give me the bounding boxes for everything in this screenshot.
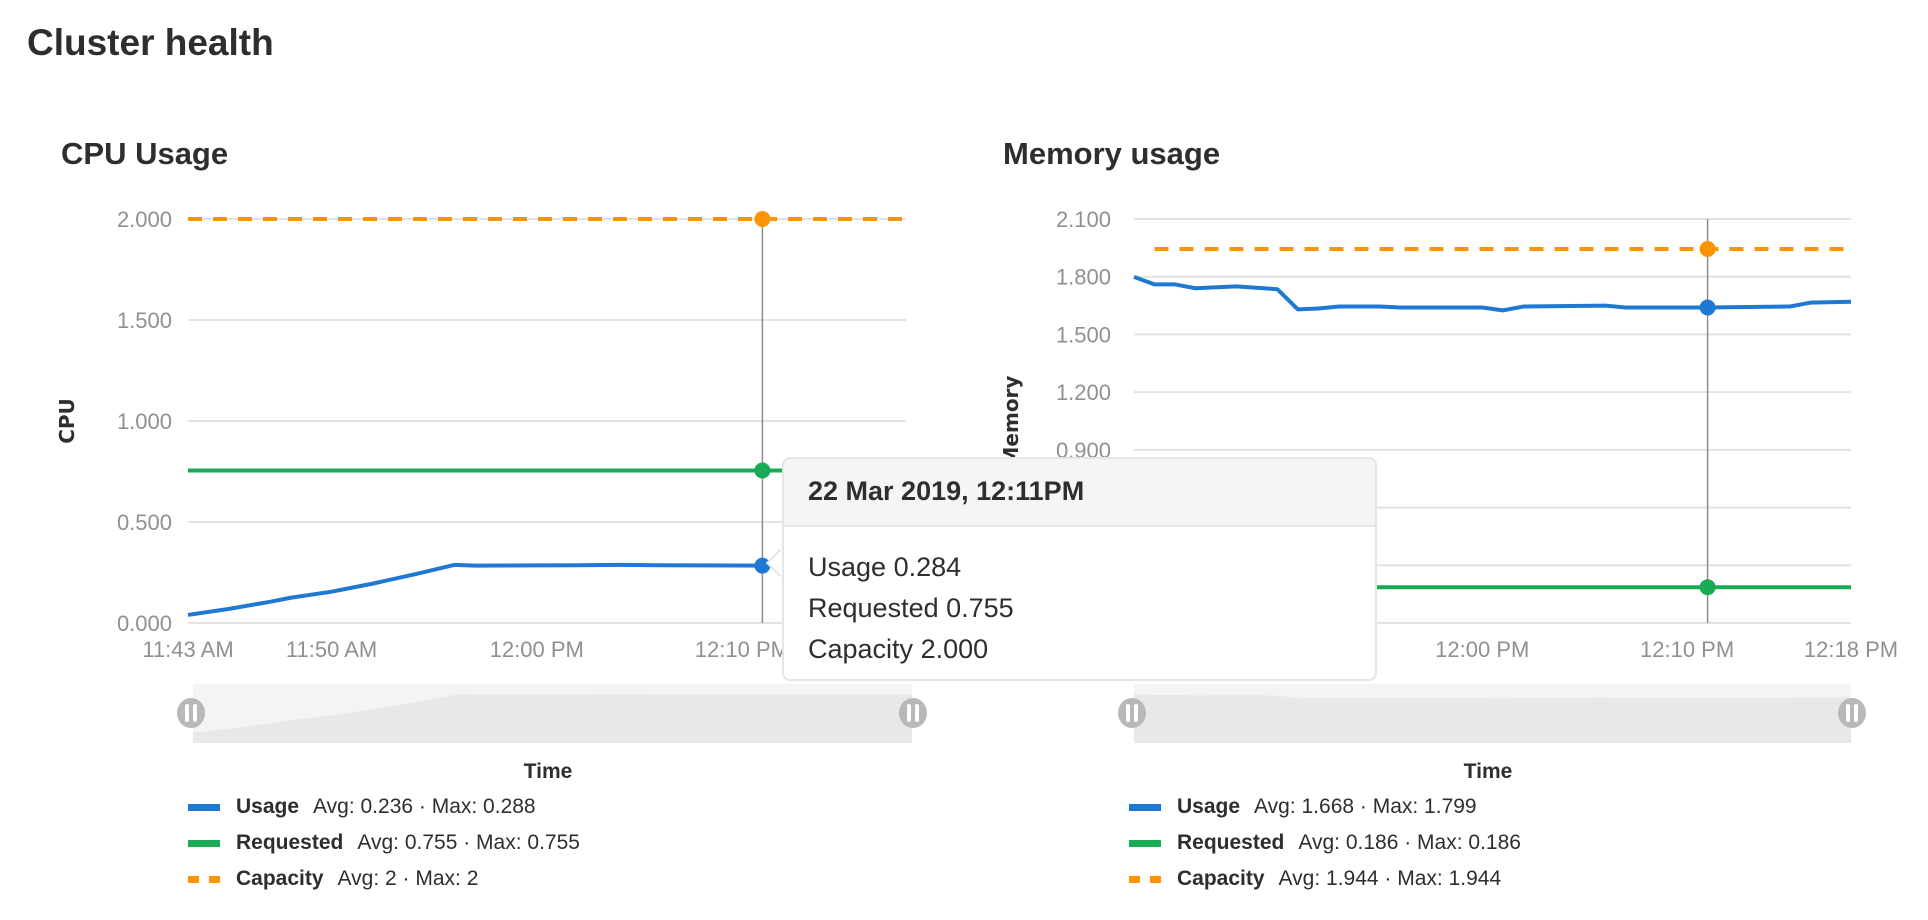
x-axis-label: Time — [524, 760, 573, 783]
pause-icon — [1134, 704, 1138, 722]
legend-item-capacity[interactable]: Capacity Avg: 1.944 · Max: 1.944 — [1129, 861, 1521, 897]
x-tick-label: 12:10 PM — [1640, 637, 1734, 662]
tooltip-label: Requested — [808, 593, 939, 623]
legend-swatch — [1129, 803, 1161, 811]
chart-title: CPU Usage — [61, 136, 228, 171]
y-tick-label: 0.500 — [117, 510, 172, 535]
legend-label: Requested — [1177, 831, 1285, 854]
page-title: Cluster health — [27, 22, 274, 63]
y-tick-label: 0.000 — [117, 611, 172, 636]
series-line-usage[interactable] — [1133, 275, 1852, 313]
hover-marker-requested — [1699, 579, 1716, 596]
pause-icon — [193, 704, 197, 722]
memory-legend: Usage Avg: 1.668 · Max: 1.799 Requested Avg… — [1129, 789, 1521, 897]
pause-icon — [1126, 704, 1130, 722]
legend-swatch — [188, 839, 220, 847]
handle-circle — [1118, 698, 1146, 728]
range-navigator[interactable] — [177, 684, 927, 743]
tooltip-value: 0.284 — [893, 552, 962, 582]
legend-item-usage[interactable]: Usage Avg: 0.236 · Max: 0.288 — [188, 789, 580, 825]
x-tick-label: 12:00 PM — [490, 637, 584, 662]
legend-stats: Avg: 0.755 · Max: 0.755 — [357, 831, 580, 854]
y-tick-label: 1.800 — [1056, 265, 1111, 290]
y-axis-label: Memory — [999, 376, 1023, 467]
pause-icon — [185, 704, 189, 722]
tooltip-row-capacity: Capacity 2.000 — [808, 629, 1351, 670]
tooltip-label: Usage — [808, 552, 887, 582]
legend-item-requested[interactable]: Requested Avg: 0.186 · Max: 0.186 — [1129, 825, 1521, 861]
legend-stats: Avg: 0.186 · Max: 0.186 — [1298, 831, 1521, 854]
x-tick-label: 12:10 PM — [695, 637, 789, 662]
pause-icon — [1846, 704, 1850, 722]
navigator-left-handle[interactable] — [177, 698, 205, 728]
legend-swatch — [188, 803, 220, 811]
navigator-right-handle[interactable] — [1838, 698, 1866, 728]
hover-marker-capacity — [1699, 241, 1716, 258]
tooltip-row-requested: Requested 0.755 — [808, 588, 1351, 629]
legend-swatch — [1129, 875, 1161, 883]
navigator-area — [1134, 694, 1851, 743]
legend-label: Capacity — [236, 867, 324, 890]
tooltip-value: 2.000 — [920, 634, 989, 664]
y-tick-label: 2.000 — [117, 207, 172, 232]
legend-stats: Avg: 0.236 · Max: 0.288 — [313, 795, 536, 818]
legend-label: Requested — [236, 831, 344, 854]
pause-icon — [907, 704, 911, 722]
legend-item-requested[interactable]: Requested Avg: 0.755 · Max: 0.755 — [188, 825, 580, 861]
legend-stats: Avg: 2 · Max: 2 — [337, 867, 479, 890]
legend-swatch — [1129, 839, 1161, 847]
chart-tooltip: 22 Mar 2019, 12:11PM Usage 0.284 Request… — [782, 457, 1377, 681]
range-navigator[interactable] — [1118, 684, 1866, 743]
y-tick-label: 1.500 — [117, 308, 172, 333]
handle-circle — [899, 698, 927, 728]
x-tick-label: 12:18 PM — [1804, 637, 1898, 662]
y-tick-label: 1.200 — [1056, 380, 1111, 405]
legend-item-capacity[interactable]: Capacity Avg: 2 · Max: 2 — [188, 861, 580, 897]
legend-stats: Avg: 1.944 · Max: 1.944 — [1278, 867, 1502, 890]
legend-swatch — [188, 875, 220, 883]
tooltip-title: 22 Mar 2019, 12:11PM — [784, 459, 1375, 527]
legend-stats: Avg: 1.668 · Max: 1.799 — [1254, 795, 1477, 818]
y-axis-label: CPU — [55, 398, 79, 444]
navigator-area — [193, 694, 912, 743]
tooltip-label: Capacity — [808, 634, 914, 664]
legend-label: Capacity — [1177, 867, 1265, 890]
chart-title: Memory usage — [1003, 136, 1220, 171]
x-tick-label: 12:00 PM — [1435, 637, 1529, 662]
cpu-legend: Usage Avg: 0.236 · Max: 0.288 Requested Avg… — [188, 789, 580, 897]
legend-item-usage[interactable]: Usage Avg: 1.668 · Max: 1.799 — [1129, 789, 1521, 825]
navigator-left-handle[interactable] — [1118, 698, 1146, 728]
handle-circle — [1838, 698, 1866, 728]
pause-icon — [1854, 704, 1858, 722]
tooltip-value: 0.755 — [946, 593, 1014, 623]
y-tick-label: 1.000 — [117, 409, 172, 434]
x-tick-label: 11:50 AM — [286, 637, 377, 662]
hover-marker-requested — [754, 462, 771, 479]
tooltip-row-usage: Usage 0.284 — [808, 547, 1351, 588]
handle-circle — [177, 698, 205, 728]
y-tick-label: 2.100 — [1056, 207, 1111, 232]
hover-marker-capacity — [754, 211, 771, 227]
legend-label: Usage — [236, 795, 300, 818]
x-tick-label: 11:43 AM — [142, 637, 233, 662]
series-line-usage[interactable] — [187, 562, 906, 617]
y-tick-label: 1.500 — [1056, 322, 1111, 347]
pause-icon — [915, 704, 919, 722]
legend-label: Usage — [1177, 795, 1241, 818]
x-axis-label: Time — [1464, 760, 1513, 783]
hover-marker-usage — [1699, 299, 1716, 316]
navigator-right-handle[interactable] — [899, 698, 927, 728]
